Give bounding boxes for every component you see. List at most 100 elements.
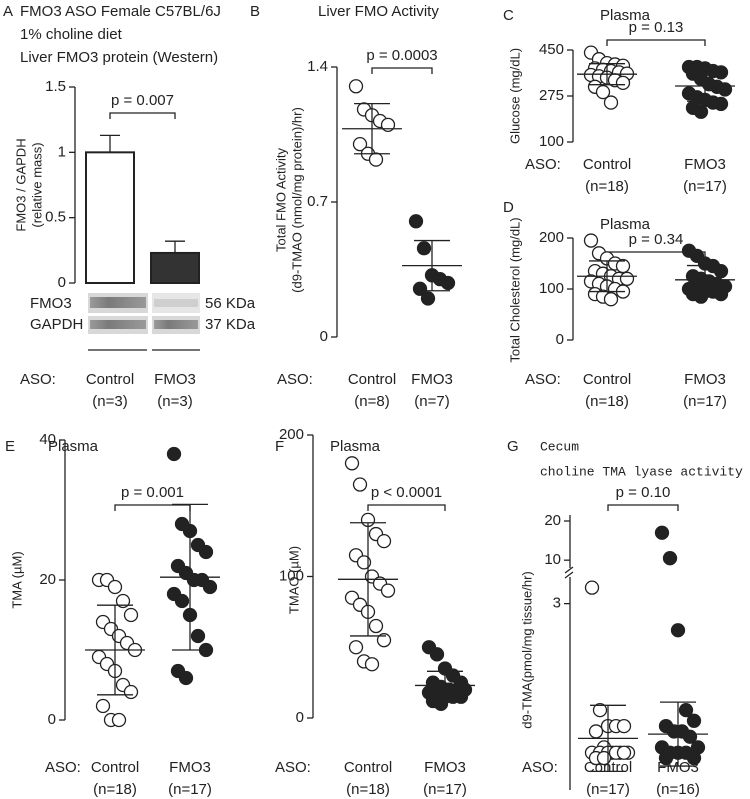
y-axis-label: TMA (µM) <box>9 551 24 608</box>
panel-letter: C <box>503 7 514 24</box>
data-point <box>376 533 392 549</box>
n-label: (n=17) <box>683 178 727 195</box>
x-prefix: ASO: <box>522 759 558 776</box>
data-point <box>95 698 111 714</box>
panel-title: Plasma <box>48 438 99 455</box>
x-prefix: ASO: <box>525 156 561 173</box>
data-point <box>713 65 729 80</box>
n-label: (n=3) <box>92 393 127 410</box>
data-point <box>174 593 190 609</box>
data-point <box>352 136 368 152</box>
data-point <box>111 712 127 728</box>
y-tick-label: 1 <box>58 143 66 160</box>
data-point <box>368 618 384 634</box>
annotation: p = 0.007 <box>111 92 174 109</box>
y-axis-label: Total Cholesterol (mg/dL) <box>507 217 522 362</box>
data-point <box>616 745 632 760</box>
data-point <box>678 702 694 718</box>
annotation: p = 0.13 <box>629 19 684 36</box>
data-point <box>420 291 436 306</box>
data-point <box>619 271 635 286</box>
data-point <box>616 718 632 734</box>
n-label: (n=7) <box>414 393 449 410</box>
data-point <box>166 446 182 462</box>
annotation: p = 0.10 <box>616 484 671 501</box>
panel-title: Liver FMO Activity <box>318 3 439 20</box>
bar <box>150 251 200 285</box>
panel-title: 1% choline diet <box>20 26 123 43</box>
data-point <box>713 263 729 279</box>
n-label: (n=17) <box>683 393 727 410</box>
data-point <box>615 258 631 274</box>
panel-title: choline TMA lyase activity <box>540 464 743 479</box>
y-tick-label: 200 <box>539 229 564 246</box>
data-point <box>356 555 372 570</box>
n-label: (n=18) <box>585 178 629 195</box>
x-prefix: ASO: <box>525 371 561 388</box>
y-axis-label: Glucose (mg/dL) <box>507 48 522 144</box>
n-label: (n=17) <box>423 781 467 798</box>
western-blot: FMO3 GAPDH 56 KDa 37 KDa <box>30 293 256 351</box>
y-tick-label: 0 <box>556 331 564 348</box>
data-point <box>352 477 368 492</box>
data-point <box>348 79 364 94</box>
data-point <box>368 152 384 167</box>
data-point <box>588 724 604 739</box>
data-point <box>453 689 469 704</box>
data-point <box>376 633 392 648</box>
y-tick-label: 100 <box>279 567 304 584</box>
y-tick-label: 10 <box>544 551 561 568</box>
axis-break <box>564 566 574 574</box>
data-point <box>412 281 428 296</box>
data-point <box>596 750 612 766</box>
y-tick-label: 20 <box>39 571 56 588</box>
panel-letter: G <box>507 438 519 455</box>
data-point <box>202 579 218 595</box>
bar <box>85 151 135 284</box>
significance-bracket <box>607 504 679 511</box>
y-tick-label: 0 <box>320 328 328 345</box>
significance-bracket <box>606 39 706 46</box>
panel-title: Liver FMO3 protein (Western) <box>20 49 218 66</box>
data-point <box>717 82 733 97</box>
y-tick-label: 100 <box>539 133 564 150</box>
y-axis-label: d9-TMA(pmol/mg tissue/hr) <box>519 571 534 728</box>
y-tick-label: 0 <box>48 711 56 728</box>
data-point <box>380 583 396 598</box>
significance-bracket <box>367 504 446 511</box>
y-tick-label: 0 <box>58 274 66 291</box>
panel-title: FMO3 ASO Female C57BL/6J <box>20 3 221 20</box>
y-tick-label: 1.4 <box>307 58 328 75</box>
x-tick-label: FMO3 <box>154 371 196 388</box>
n-label: (n=17) <box>586 781 630 798</box>
y-tick-label: 20 <box>544 512 561 529</box>
x-prefix: ASO: <box>275 759 311 776</box>
data-point <box>583 233 599 248</box>
blot-row-label: FMO3 <box>30 295 72 312</box>
y-tick-label: 40 <box>39 431 56 448</box>
y-axis-label: FMO3 / GAPDH <box>13 138 28 231</box>
n-label: (n=18) <box>585 393 629 410</box>
data-point <box>408 214 424 229</box>
annotation: p = 0.34 <box>629 231 684 248</box>
x-prefix: ASO: <box>20 371 56 388</box>
y-tick-label: 3 <box>553 595 561 612</box>
x-tick-label: Control <box>583 156 631 173</box>
significance-bracket <box>371 67 433 74</box>
significance-bracket <box>109 112 176 119</box>
panel-title: Plasma <box>600 216 651 233</box>
x-tick-label: FMO3 <box>684 371 726 388</box>
data-point <box>686 750 702 766</box>
data-point <box>658 750 674 766</box>
n-label: (n=17) <box>168 781 212 798</box>
data-point <box>380 117 396 133</box>
data-point <box>595 84 611 100</box>
data-point <box>713 96 729 112</box>
data-point <box>198 544 214 560</box>
data-point <box>190 628 206 644</box>
data-point <box>123 684 139 700</box>
x-tick-label: FMO3 <box>424 759 466 776</box>
y-tick-label: 0.5 <box>45 209 66 226</box>
data-point <box>123 607 139 623</box>
panel-letter: A <box>3 3 13 20</box>
